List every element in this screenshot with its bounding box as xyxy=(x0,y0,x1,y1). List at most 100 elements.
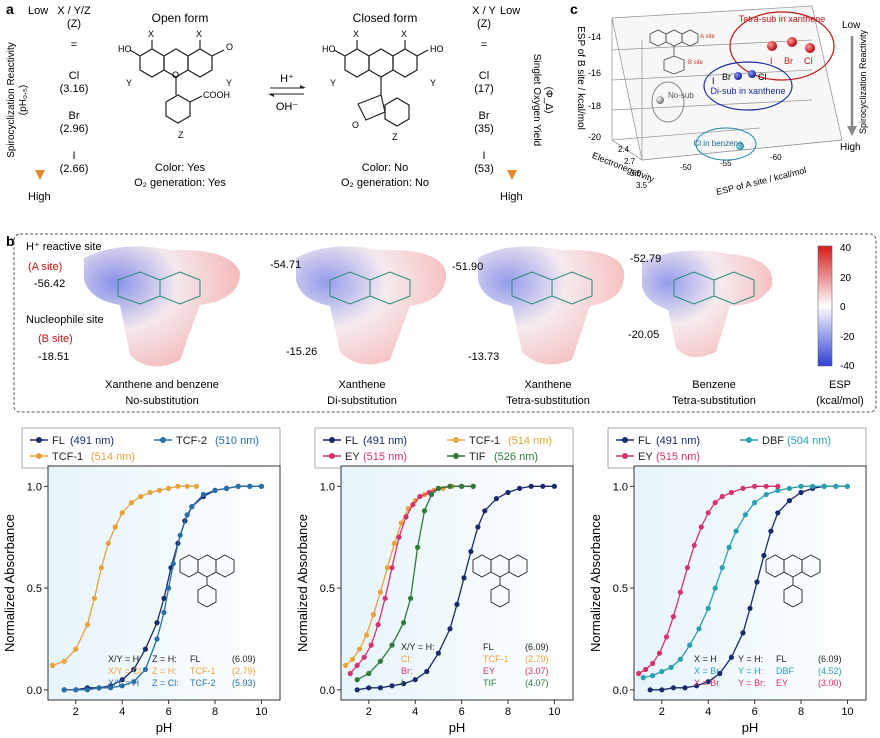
left-axis-unit: (pH₀.₅) xyxy=(18,85,29,115)
data-point xyxy=(670,614,677,620)
inset-row-a: X/Y = H xyxy=(108,654,139,664)
x-tick-label: 4 xyxy=(119,706,125,718)
x-axis-label: pH xyxy=(156,720,173,735)
cbar-tick-4: -40 xyxy=(840,361,855,372)
data-point xyxy=(258,483,264,489)
x-tick-label: 4 xyxy=(705,706,711,718)
right-list-val-1: (35) xyxy=(474,123,494,135)
data-point xyxy=(50,662,56,669)
closed-x2-label: X xyxy=(401,29,407,39)
closed-y2-label: Y xyxy=(430,78,436,88)
inset-row-v: (4.52) xyxy=(818,666,842,676)
inset-row-c: DBF xyxy=(776,666,795,676)
left-halogen-list: X / Y/Z (Z) = Cl (3.16) Br (2.96) I (2.6… xyxy=(57,5,91,175)
legend-suffix: (515 nm) xyxy=(363,451,407,463)
data-point xyxy=(412,498,418,504)
x-tick-label: 10 xyxy=(841,706,853,718)
b-captions: Xanthene and benzene No-substitution Xan… xyxy=(105,379,756,407)
legend-swatch-dot xyxy=(746,437,752,443)
data-point xyxy=(656,650,663,656)
closed-form-o2: O₂ generation: No xyxy=(341,177,429,189)
data-point xyxy=(350,656,356,662)
panel-c-label: c xyxy=(570,1,578,17)
c-ztick-1: -16 xyxy=(588,68,601,78)
legend-suffix: (514 nm) xyxy=(508,435,552,447)
x-tick-label: 8 xyxy=(798,706,804,718)
esp-map-2 xyxy=(478,246,625,365)
legend-swatch-dot xyxy=(329,437,335,443)
y-tick-label: 0.5 xyxy=(613,583,628,595)
inset-row-a: X/Y = Cl xyxy=(108,666,141,676)
c-red-ball-3 xyxy=(805,43,815,53)
data-point xyxy=(647,687,653,693)
legend-name: DBF xyxy=(762,435,784,447)
inset-row-v: (6.09) xyxy=(232,654,256,664)
series-fl xyxy=(354,483,558,693)
data-point xyxy=(175,483,181,489)
data-point xyxy=(408,595,414,601)
c-ztick-2: -18 xyxy=(588,101,601,111)
inset-legend: X/Y = H: FL (6.09) Cl: TCF-1 (2.79) Br: EY (3.07… xyxy=(401,642,549,688)
inset-row-c: FL xyxy=(190,654,201,664)
c-benzene-label: Cl in benzene xyxy=(694,139,743,148)
data-point xyxy=(435,485,441,491)
b-b-val-1: -15.26 xyxy=(286,346,317,358)
data-point xyxy=(142,666,148,673)
c-xtick-0: 2.4 xyxy=(618,145,630,154)
data-point xyxy=(747,605,753,612)
inset-structure xyxy=(179,554,235,608)
open-form-structure xyxy=(129,40,225,124)
series-tcf-1 xyxy=(50,483,200,669)
data-point xyxy=(459,483,465,489)
data-point xyxy=(786,498,793,504)
data-point xyxy=(798,483,804,489)
y-tick-label: 1.0 xyxy=(613,481,628,493)
c-structure xyxy=(649,29,699,75)
c-cyan-ball xyxy=(736,142,744,150)
data-point xyxy=(112,524,118,530)
right-list-header-sub: (Z) xyxy=(477,18,491,30)
c-a-site-label: A site xyxy=(700,34,715,40)
inset-ring xyxy=(508,554,528,578)
data-point xyxy=(108,685,114,691)
data-point xyxy=(528,483,534,489)
inset-row-b: Z = H: xyxy=(152,654,177,664)
inset-ring xyxy=(801,554,821,578)
data-point xyxy=(377,658,383,664)
data-point xyxy=(670,685,677,691)
panel-b: b H⁺ reactive site (A site) -56.42 Nucle… xyxy=(6,233,877,413)
data-point xyxy=(475,524,481,530)
cbar-tick-1: 20 xyxy=(840,273,852,284)
b-a-val-0: -56.42 xyxy=(34,278,65,290)
inset-row-c: FL xyxy=(776,654,787,664)
legend-swatch-dot xyxy=(453,437,459,443)
data-point xyxy=(775,483,781,489)
y-tick-label: 0.5 xyxy=(320,583,335,595)
cbar-unit: (kcal/mol) xyxy=(816,395,864,407)
plot-background xyxy=(341,466,573,700)
data-point xyxy=(763,483,769,489)
legend-swatch-dot xyxy=(160,437,166,443)
inset-ring xyxy=(490,584,510,608)
legend-frame xyxy=(21,427,281,469)
closed-form-atoms: HO HO X X Y Y O Z xyxy=(322,29,444,142)
b-cap-1-line2: Di-substitution xyxy=(327,395,397,407)
y-tick-label: 1.0 xyxy=(320,481,335,493)
legend-swatch-dot xyxy=(329,453,335,459)
data-point xyxy=(401,681,407,687)
data-point xyxy=(403,514,409,520)
x-axis-label: pH xyxy=(742,720,759,735)
y-tick-label: 0.0 xyxy=(320,685,335,697)
data-point xyxy=(154,636,160,642)
data-point xyxy=(119,677,125,683)
data-point xyxy=(212,487,218,493)
cbar-tick-0: 40 xyxy=(840,243,852,254)
inset-row-v: (5.93) xyxy=(232,678,256,688)
data-point xyxy=(717,670,723,677)
data-point xyxy=(343,662,349,669)
legend-frame xyxy=(314,427,574,469)
data-point xyxy=(377,685,383,691)
data-point xyxy=(636,670,642,677)
chart-d: FL (491 nm) TCF-2 (510 nm) TCF-1 (514 nm) 2 4 6 8… xyxy=(2,427,281,735)
b-a-val-2: -51.90 xyxy=(452,261,483,273)
